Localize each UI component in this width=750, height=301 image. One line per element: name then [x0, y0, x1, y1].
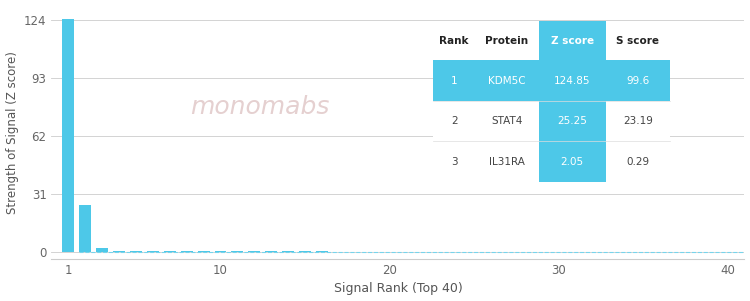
Text: 2.05: 2.05 — [561, 157, 584, 167]
Text: Z score: Z score — [550, 36, 594, 46]
Bar — [538, 101, 606, 141]
Text: monomabs: monomabs — [190, 95, 329, 119]
Bar — [538, 60, 606, 101]
Text: 3: 3 — [451, 157, 458, 167]
Bar — [538, 141, 606, 182]
Bar — [606, 141, 670, 182]
Text: IL31RA: IL31RA — [489, 157, 524, 167]
Text: 124.85: 124.85 — [554, 76, 590, 85]
Bar — [96, 248, 108, 252]
Bar — [433, 141, 475, 182]
Bar — [80, 204, 92, 252]
Bar — [113, 251, 125, 252]
Bar — [130, 251, 142, 252]
Bar — [606, 101, 670, 141]
Bar — [606, 21, 670, 60]
Text: 2: 2 — [451, 116, 458, 126]
Y-axis label: Strength of Signal (Z score): Strength of Signal (Z score) — [5, 51, 19, 214]
Text: 0.29: 0.29 — [626, 157, 650, 167]
Bar — [147, 251, 159, 252]
Text: 99.6: 99.6 — [626, 76, 650, 85]
X-axis label: Signal Rank (Top 40): Signal Rank (Top 40) — [334, 282, 462, 296]
Bar — [475, 101, 538, 141]
Text: 25.25: 25.25 — [557, 116, 587, 126]
Bar — [538, 21, 606, 60]
Bar — [433, 21, 475, 60]
Bar — [475, 21, 538, 60]
Bar — [475, 141, 538, 182]
Text: Protein: Protein — [485, 36, 528, 46]
Text: KDM5C: KDM5C — [488, 76, 526, 85]
Bar — [606, 60, 670, 101]
Bar — [475, 60, 538, 101]
Text: S score: S score — [616, 36, 659, 46]
Bar — [433, 101, 475, 141]
Text: 23.19: 23.19 — [623, 116, 652, 126]
Text: Rank: Rank — [440, 36, 469, 46]
Text: STAT4: STAT4 — [491, 116, 522, 126]
Bar — [433, 60, 475, 101]
Text: 1: 1 — [451, 76, 458, 85]
Bar — [62, 19, 74, 252]
